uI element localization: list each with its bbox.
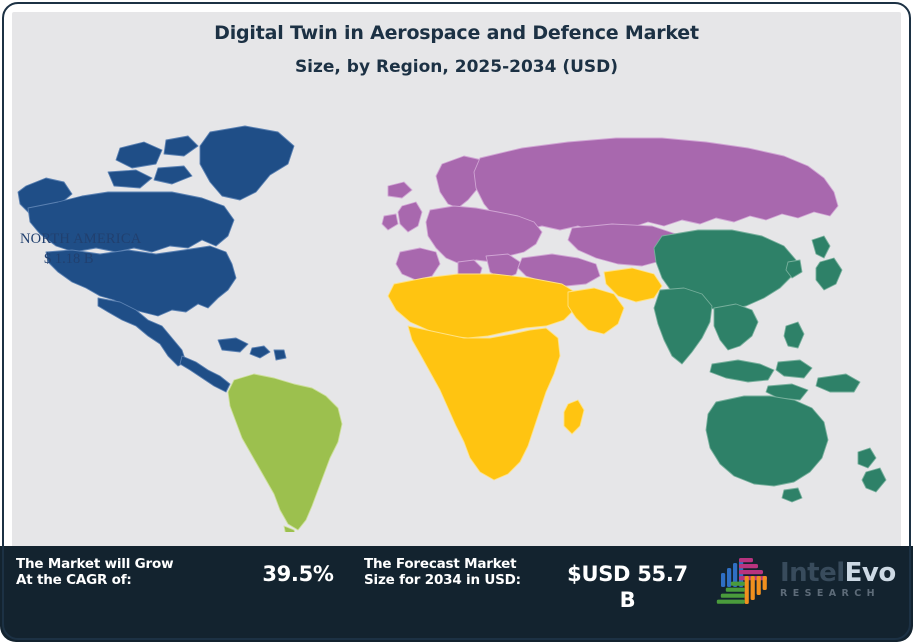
page-subtitle: Size, by Region, 2025-2034 (USD) bbox=[294, 57, 619, 77]
brand-logo[interactable]: IntelEvo RESEARCH bbox=[714, 548, 904, 610]
world-map-svg bbox=[17, 125, 887, 532]
title-block: Digital Twin in Aerospace and Defence Ma… bbox=[12, 20, 901, 79]
stat-forecast-label-group: The Forecast Market Size for 2034 in USD… bbox=[364, 556, 564, 588]
stat-cagr-label-line2: At the CAGR of: bbox=[16, 572, 132, 588]
intelevo-pinwheel-svg bbox=[716, 558, 767, 604]
map-region-middle-east-africa bbox=[387, 267, 663, 481]
brand-name-part1: Intel bbox=[780, 558, 845, 588]
stat-forecast-value: $USD 55.7 B bbox=[567, 562, 688, 612]
content-canvas: Digital Twin in Aerospace and Defence Ma… bbox=[12, 12, 901, 630]
map-region-asia-pacific bbox=[653, 229, 887, 503]
intelevo-pinwheel-icon bbox=[714, 551, 774, 607]
brand-logo-text: IntelEvo RESEARCH bbox=[780, 559, 896, 599]
stat-cagr-label-group: The Market will Grow At the CAGR of: bbox=[16, 556, 226, 588]
page-title: Digital Twin in Aerospace and Defence Ma… bbox=[214, 22, 699, 44]
map-region-north-america bbox=[17, 125, 295, 393]
brand-tagline: RESEARCH bbox=[780, 588, 880, 599]
brand-name-part2: Evo bbox=[844, 558, 897, 588]
stat-cagr-value: 39.5% bbox=[262, 562, 334, 586]
world-map bbox=[12, 112, 901, 532]
stat-forecast-label-line2: Size for 2034 in USD: bbox=[364, 572, 521, 588]
stat-forecast-label-line1: The Forecast Market bbox=[364, 556, 517, 572]
stat-cagr-label-line1: The Market will Grow bbox=[16, 556, 174, 572]
map-region-europe-russia bbox=[381, 137, 839, 293]
stats-bar: The Market will Grow At the CAGR of: 39.… bbox=[0, 546, 913, 642]
stats-bar-inner: The Market will Grow At the CAGR of: 39.… bbox=[0, 546, 913, 642]
brand-name: IntelEvo bbox=[780, 559, 896, 587]
map-region-south-america bbox=[227, 373, 343, 532]
